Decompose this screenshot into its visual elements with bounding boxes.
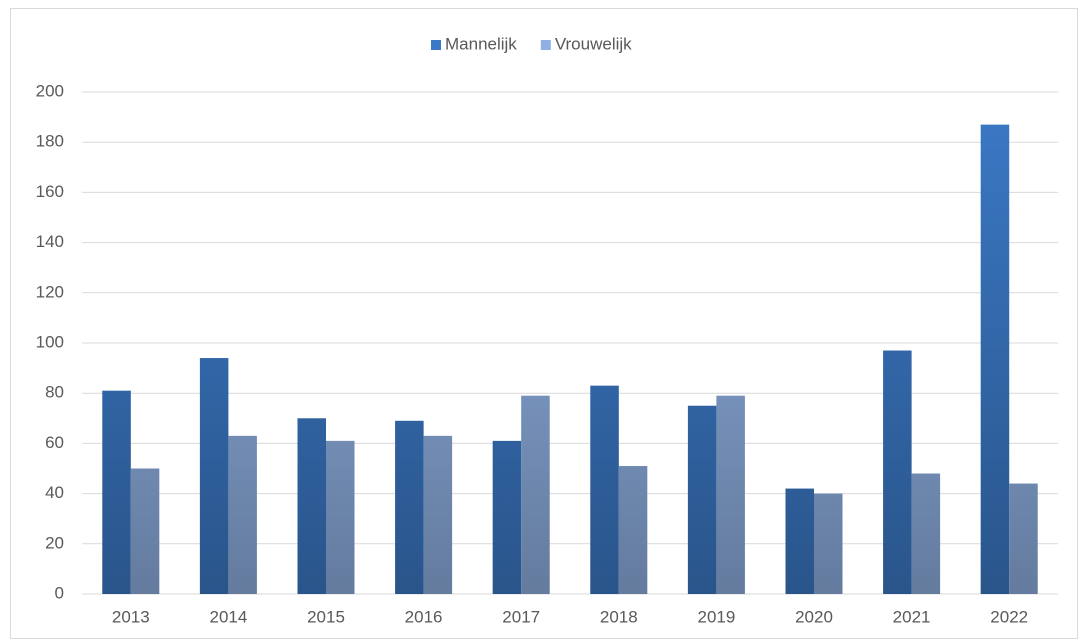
y-tick-label: 80 (45, 383, 64, 402)
bar (590, 385, 619, 594)
x-tick-label: 2018 (600, 607, 638, 626)
bar (1009, 483, 1038, 594)
x-tick-label: 2020 (795, 607, 833, 626)
bar (687, 405, 717, 594)
x-tick-label: 2021 (893, 607, 931, 626)
x-tick-label: 2014 (209, 607, 247, 626)
bar (521, 395, 550, 594)
bar (199, 358, 229, 594)
y-tick-label: 40 (45, 483, 64, 502)
y-tick-label: 160 (36, 182, 64, 201)
bar (883, 350, 912, 594)
y-tick-label: 140 (36, 232, 64, 251)
legend-swatch (540, 40, 551, 50)
bar (716, 395, 745, 594)
bar (618, 465, 648, 594)
y-tick-label: 100 (36, 332, 64, 351)
bar (130, 468, 160, 594)
bar (102, 390, 131, 594)
legend-swatch (431, 40, 441, 50)
y-tick-label: 20 (45, 533, 64, 552)
legend-label: Vrouwelijk (555, 34, 632, 53)
x-tick-label: 2022 (990, 607, 1028, 626)
x-tick-label: 2017 (502, 607, 540, 626)
y-tick-label: 180 (36, 132, 64, 151)
y-tick-label: 60 (45, 433, 64, 452)
bar (228, 435, 257, 594)
bar (423, 435, 453, 594)
legend-label: Mannelijk (445, 34, 517, 53)
bar (297, 418, 326, 594)
y-tick-label: 200 (36, 81, 64, 100)
bar (326, 440, 355, 594)
y-tick-label: 120 (36, 282, 64, 301)
x-tick-label: 2019 (697, 607, 735, 626)
x-tick-label: 2015 (307, 607, 345, 626)
bar (980, 124, 1010, 594)
bar (492, 440, 522, 594)
x-tick-label: 2016 (405, 607, 443, 626)
bar (785, 488, 814, 594)
x-tick-label: 2013 (112, 607, 150, 626)
bar (395, 420, 424, 594)
y-tick-label: 0 (55, 583, 64, 602)
bar (814, 493, 843, 594)
bar (911, 473, 941, 594)
